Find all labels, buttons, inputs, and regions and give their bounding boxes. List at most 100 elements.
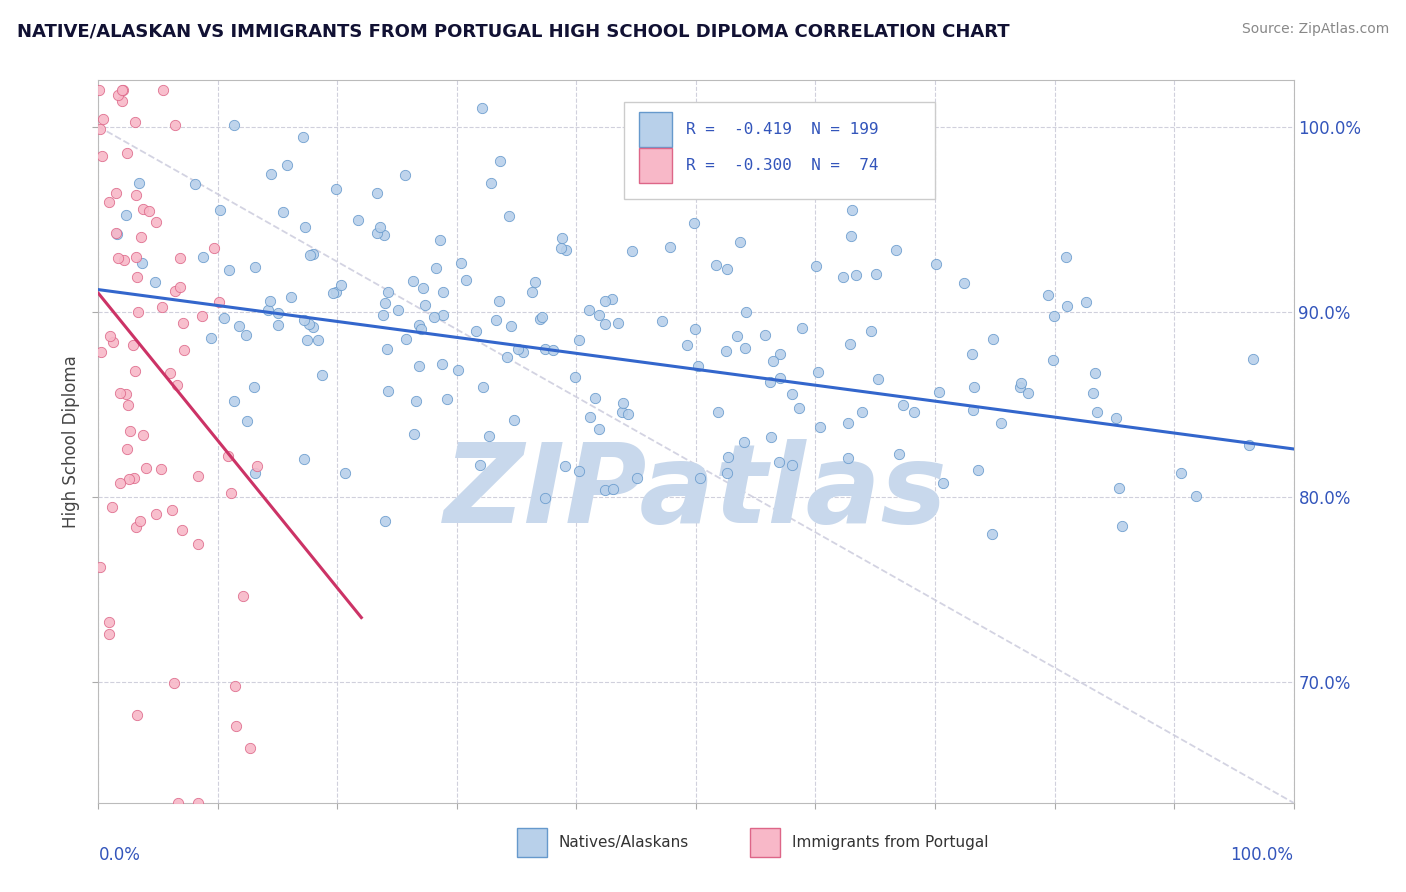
FancyBboxPatch shape: [638, 148, 672, 183]
Point: [470, 458, 492, 472]
Point: [89, 122, 111, 136]
Point: [325, 285, 347, 299]
Point: [395, 332, 418, 346]
Point: [794, 158, 817, 172]
Text: Immigrants from Portugal: Immigrants from Portugal: [792, 835, 988, 850]
Point: [963, 380, 986, 394]
Point: [149, 462, 172, 476]
Point: [187, 469, 209, 483]
Point: [191, 250, 214, 264]
Point: [294, 452, 316, 467]
Point: [217, 449, 239, 463]
Point: [808, 420, 831, 434]
Point: [839, 229, 862, 244]
Point: [111, 82, 134, 96]
FancyBboxPatch shape: [638, 112, 672, 147]
Point: [543, 343, 565, 357]
Point: [568, 334, 591, 348]
Point: [925, 257, 948, 271]
Point: [131, 229, 153, 244]
Point: [404, 426, 426, 441]
Point: [423, 310, 446, 325]
Point: [150, 301, 173, 315]
Point: [307, 333, 329, 347]
Point: [145, 275, 167, 289]
Point: [555, 243, 578, 257]
Point: [887, 447, 910, 461]
Point: [866, 372, 889, 386]
Point: [865, 267, 887, 281]
Point: [501, 319, 523, 334]
Point: [97, 627, 120, 641]
Point: [110, 476, 132, 491]
Point: [962, 403, 984, 417]
Point: [1056, 299, 1078, 313]
Point: [100, 500, 122, 514]
Point: [125, 250, 148, 264]
Point: [373, 227, 395, 242]
Point: [122, 337, 145, 351]
Point: [884, 243, 907, 257]
Point: [845, 268, 868, 282]
Point: [735, 304, 758, 318]
Point: [651, 313, 673, 327]
Point: [583, 392, 606, 406]
Point: [172, 316, 194, 330]
Point: [450, 256, 472, 270]
Point: [222, 118, 245, 132]
Point: [110, 386, 132, 401]
Point: [298, 317, 321, 331]
Point: [200, 330, 222, 344]
Point: [292, 313, 315, 327]
Point: [366, 226, 388, 240]
Point: [204, 241, 226, 255]
Point: [658, 240, 681, 254]
Point: [120, 424, 142, 438]
Point: [169, 251, 191, 265]
Point: [225, 719, 247, 733]
Point: [111, 95, 134, 109]
Point: [1008, 380, 1031, 394]
Point: [187, 796, 209, 810]
Point: [686, 359, 709, 373]
Point: [832, 270, 855, 285]
Point: [118, 472, 141, 486]
Point: [135, 461, 157, 475]
Point: [127, 305, 149, 319]
Point: [1085, 404, 1108, 418]
Point: [981, 527, 1004, 541]
Point: [554, 458, 576, 473]
Point: [617, 407, 640, 421]
Point: [333, 467, 356, 481]
Text: R =  -0.300  N =  74: R = -0.300 N = 74: [686, 158, 879, 173]
Point: [412, 281, 434, 295]
Point: [478, 428, 501, 442]
Point: [432, 308, 454, 322]
Point: [704, 258, 727, 272]
Point: [1036, 287, 1059, 301]
Point: [209, 203, 232, 218]
Point: [716, 466, 738, 480]
Point: [105, 226, 128, 240]
Point: [1104, 411, 1126, 425]
Point: [534, 491, 557, 505]
Point: [1237, 437, 1260, 451]
Point: [759, 430, 782, 444]
Point: [717, 450, 740, 464]
Point: [512, 345, 534, 359]
Point: [311, 368, 333, 382]
Point: [405, 394, 427, 409]
Point: [754, 328, 776, 343]
Point: [273, 205, 295, 219]
Point: [101, 335, 124, 350]
Point: [1108, 481, 1130, 495]
Point: [503, 412, 526, 426]
Point: [953, 277, 976, 291]
Point: [454, 273, 477, 287]
Point: [841, 203, 863, 218]
Point: [104, 186, 127, 201]
Point: [111, 82, 134, 96]
Point: [429, 233, 451, 247]
Point: [167, 796, 190, 810]
Point: [447, 363, 470, 377]
